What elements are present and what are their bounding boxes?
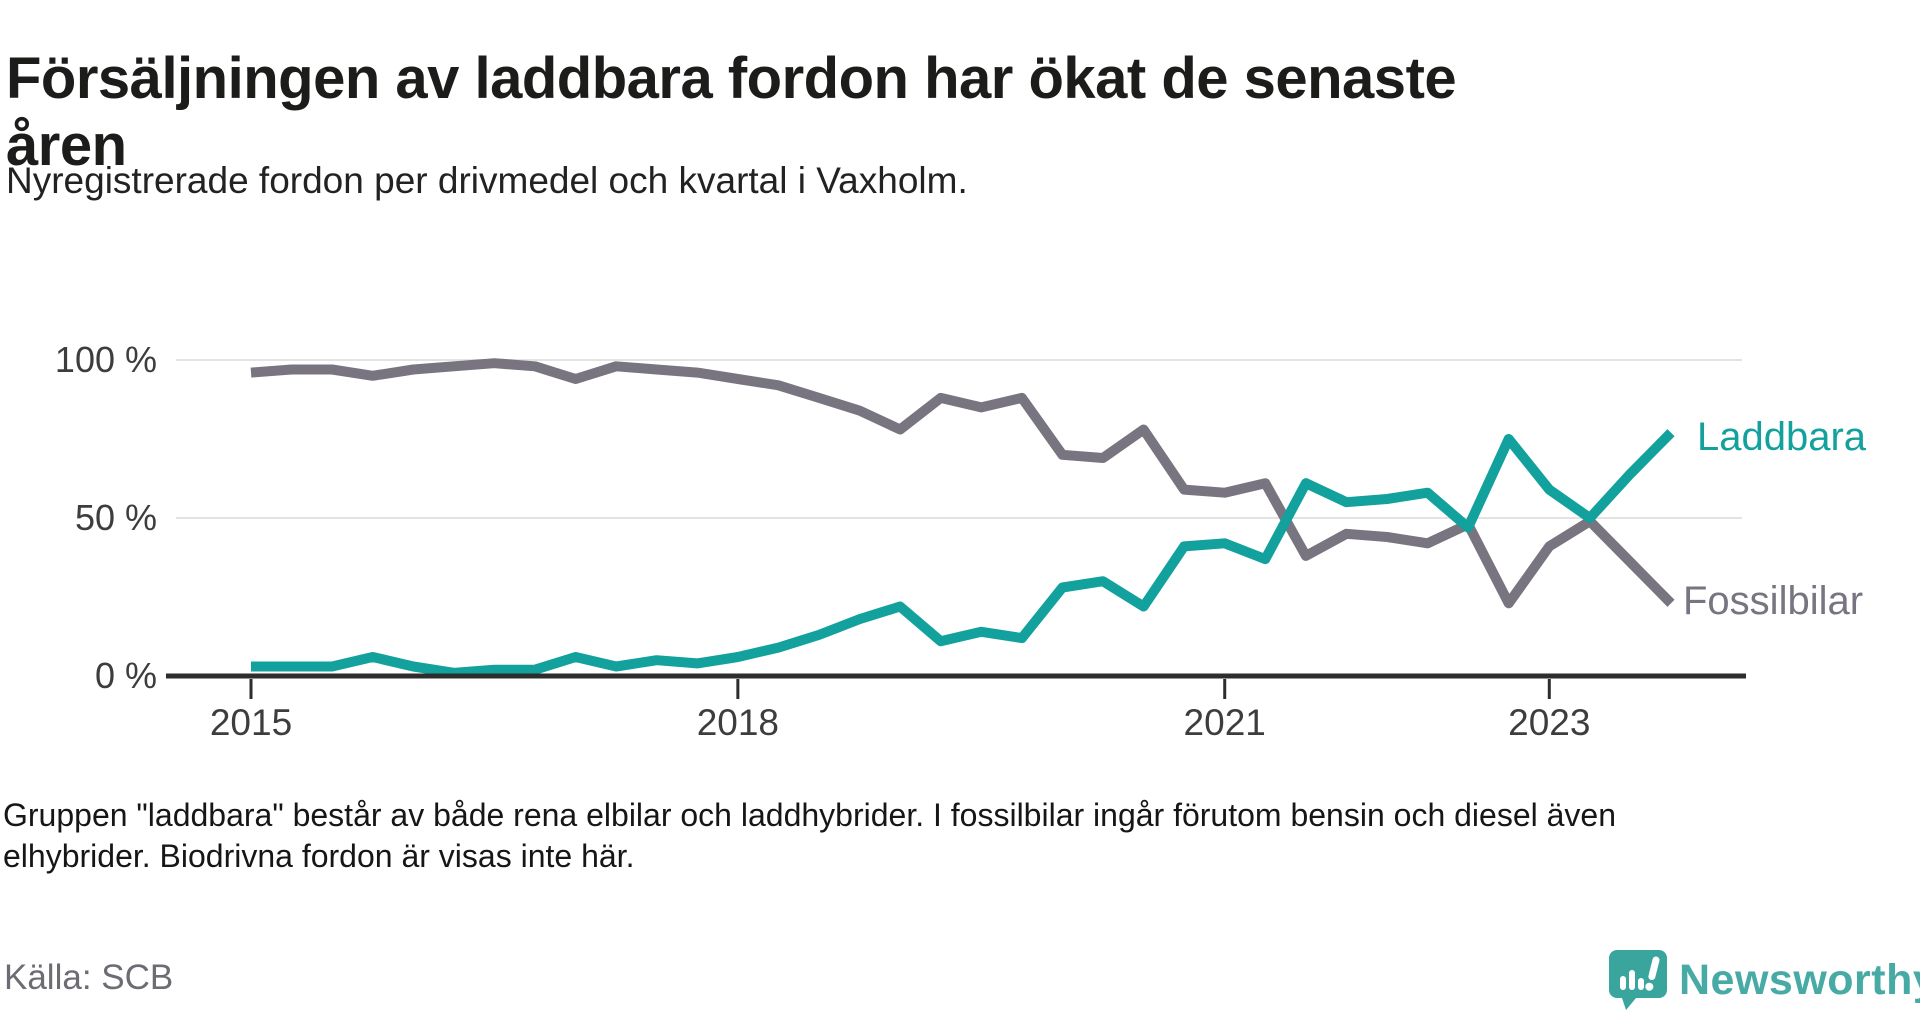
- source-label: Källa: SCB: [4, 958, 174, 997]
- y-axis-label-50: 50 %: [74, 497, 157, 538]
- y-axis-label-100: 100 %: [54, 339, 157, 380]
- x-axis-label-2023: 2023: [1508, 702, 1591, 743]
- title-line-2: åren: [6, 112, 127, 178]
- logo-bars: [1620, 970, 1644, 990]
- footnote-line-1: Gruppen "laddbara" består av både rena e…: [3, 797, 1617, 833]
- chart-subtitle: Nyregistrerade fordon per drivmedel och …: [6, 160, 968, 201]
- footnote-line-2: elhybrider. Biodrivna fordon är visas in…: [3, 838, 635, 874]
- x-axis-label-2021: 2021: [1183, 702, 1266, 743]
- x-axis-label-2015: 2015: [209, 702, 293, 743]
- logo-exclamation-icon: [1645, 956, 1660, 991]
- title-line-1: Försäljningen av laddbara fordon har öka…: [6, 45, 1457, 111]
- footnote: Gruppen "laddbara" består av både rena e…: [3, 795, 1616, 877]
- series-label-laddbara: Laddbara: [1697, 415, 1867, 459]
- newsworthy-logo-icon: [1609, 950, 1667, 1010]
- y-axis-label-0: 0 %: [94, 655, 157, 696]
- series-line-laddbara: [251, 429, 1675, 678]
- chart-area: 100 % 50 % 0 % 2015 2018 2021 2023 Laddb…: [0, 250, 1920, 770]
- logo-wordmark: Newsworthy: [1679, 956, 1920, 1004]
- x-axis-label-2018: 2018: [696, 702, 779, 743]
- series-label-fossilbilar: Fossilbilar: [1683, 579, 1864, 623]
- series-line-fossilbilar: [250, 358, 1675, 609]
- newsworthy-logo: Newsworthy: [1607, 948, 1920, 1010]
- page-title: Försäljningen av laddbara fordon har öka…: [6, 45, 1886, 179]
